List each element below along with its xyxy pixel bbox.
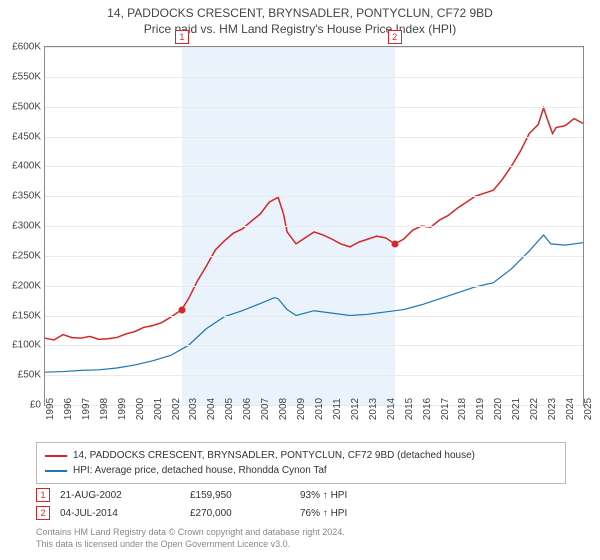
x-tick-label: 1995 (45, 398, 56, 420)
x-tick-label: 2019 (475, 398, 486, 420)
legend-swatch-property (45, 455, 67, 457)
x-tick-label: 2001 (153, 398, 164, 420)
x-tick-label: 2015 (404, 398, 415, 420)
chart-title: 14, PADDOCKS CRESCENT, BRYNSADLER, PONTY… (0, 0, 600, 20)
y-tick-label: £300K (12, 221, 41, 232)
x-tick-label: 2023 (547, 398, 558, 420)
y-tick-label: £600K (12, 42, 41, 53)
transaction-date: 21-AUG-2002 (60, 490, 180, 501)
chart-subtitle: Price paid vs. HM Land Registry's House … (0, 20, 600, 36)
x-tick-label: 2005 (224, 398, 235, 420)
transaction-rel: 93% ↑ HPI (300, 490, 390, 501)
transaction-rel: 76% ↑ HPI (300, 508, 390, 519)
legend-row-property: 14, PADDOCKS CRESCENT, BRYNSADLER, PONTY… (45, 448, 557, 463)
chart-area: £0£50K£100K£150K£200K£250K£300K£350K£400… (44, 46, 584, 406)
y-tick-label: £200K (12, 280, 41, 291)
x-tick-label: 2021 (511, 398, 522, 420)
y-tick-label: £0 (30, 400, 41, 411)
legend-label-hpi: HPI: Average price, detached house, Rhon… (73, 463, 327, 478)
x-tick-label: 2004 (206, 398, 217, 420)
x-tick-label: 2014 (386, 398, 397, 420)
x-tick-label: 2010 (314, 398, 325, 420)
x-tick-label: 2013 (368, 398, 379, 420)
x-tick-label: 2000 (135, 398, 146, 420)
footnote-line: Contains HM Land Registry data © Crown c… (36, 526, 566, 538)
marker-dot (178, 306, 185, 313)
marker-label: 2 (388, 30, 402, 44)
marker-dot (391, 240, 398, 247)
table-row: 2 04-JUL-2014 £270,000 76% ↑ HPI (36, 504, 566, 522)
legend-row-hpi: HPI: Average price, detached house, Rhon… (45, 463, 557, 478)
series-line-property (45, 108, 583, 340)
x-tick-label: 2008 (278, 398, 289, 420)
x-tick-label: 2006 (242, 398, 253, 420)
x-tick-label: 2016 (422, 398, 433, 420)
x-tick-label: 2011 (332, 398, 343, 420)
x-tick-label: 2024 (565, 398, 576, 420)
legend: 14, PADDOCKS CRESCENT, BRYNSADLER, PONTY… (36, 442, 566, 484)
y-tick-label: £500K (12, 101, 41, 112)
table-row: 1 21-AUG-2002 £159,950 93% ↑ HPI (36, 486, 566, 504)
x-tick-label: 2007 (260, 398, 271, 420)
x-tick-label: 2012 (350, 398, 361, 420)
x-tick-label: 1998 (99, 398, 110, 420)
x-tick-label: 2018 (457, 398, 468, 420)
transaction-marker-icon: 1 (36, 488, 50, 502)
transactions-table: 1 21-AUG-2002 £159,950 93% ↑ HPI 2 04-JU… (36, 486, 566, 522)
x-tick-label: 1999 (117, 398, 128, 420)
y-tick-label: £250K (12, 250, 41, 261)
legend-swatch-hpi (45, 470, 67, 472)
x-tick-label: 2003 (188, 398, 199, 420)
transaction-marker-icon: 2 (36, 506, 50, 520)
x-tick-label: 2020 (493, 398, 504, 420)
footnote: Contains HM Land Registry data © Crown c… (36, 526, 566, 550)
y-tick-label: £100K (12, 340, 41, 351)
footnote-line: This data is licensed under the Open Gov… (36, 538, 566, 550)
transaction-price: £159,950 (190, 490, 290, 501)
marker-label: 1 (175, 30, 189, 44)
x-tick-label: 2017 (440, 398, 451, 420)
y-tick-label: £350K (12, 191, 41, 202)
x-tick-label: 1997 (81, 398, 92, 420)
y-tick-label: £150K (12, 310, 41, 321)
y-tick-label: £550K (12, 71, 41, 82)
y-tick-label: £50K (18, 370, 41, 381)
transaction-price: £270,000 (190, 508, 290, 519)
legend-label-property: 14, PADDOCKS CRESCENT, BRYNSADLER, PONTY… (73, 448, 475, 463)
x-tick-label: 2025 (583, 398, 594, 420)
x-tick-label: 2009 (296, 398, 307, 420)
x-tick-label: 1996 (63, 398, 74, 420)
y-tick-label: £400K (12, 161, 41, 172)
transaction-date: 04-JUL-2014 (60, 508, 180, 519)
x-tick-label: 2022 (529, 398, 540, 420)
y-tick-label: £450K (12, 131, 41, 142)
x-tick-label: 2002 (171, 398, 182, 420)
